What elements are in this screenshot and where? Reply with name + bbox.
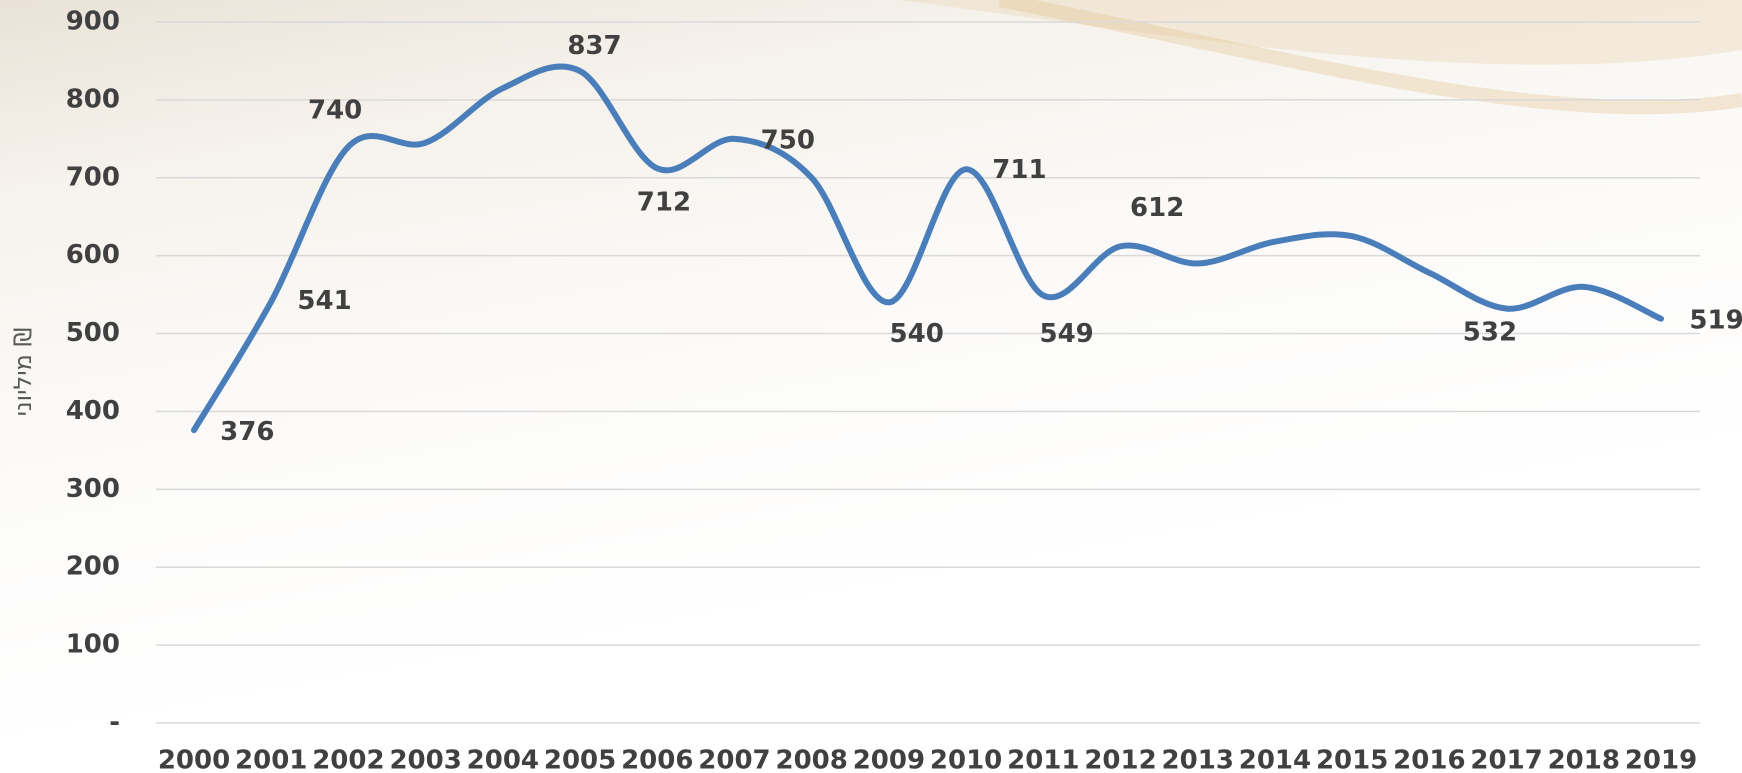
x-tick-label: 2006 xyxy=(621,746,693,773)
data-label: 549 xyxy=(1040,319,1094,349)
x-tick-label: 2004 xyxy=(467,746,539,773)
x-tick-label: 2005 xyxy=(544,746,616,773)
x-tick-label: 2001 xyxy=(235,746,307,773)
data-label: 837 xyxy=(567,31,621,61)
x-tick-label: 2008 xyxy=(775,746,847,773)
y-tick-label: 900 xyxy=(66,7,120,37)
y-tick-label: 800 xyxy=(66,84,120,114)
x-tick-label: 2011 xyxy=(1007,746,1079,773)
data-label: 541 xyxy=(297,286,351,316)
data-label: 740 xyxy=(308,96,362,126)
x-tick-label: 2013 xyxy=(1162,746,1234,773)
data-label: 612 xyxy=(1130,193,1184,223)
y-tick-label: 200 xyxy=(66,552,120,582)
y-tick-label: 100 xyxy=(66,630,120,660)
y-tick-label: - xyxy=(109,708,120,738)
y-tick-label: 500 xyxy=(66,318,120,348)
x-tick-label: 2003 xyxy=(389,746,461,773)
data-label: 711 xyxy=(992,155,1046,185)
y-tick-label: 400 xyxy=(66,396,120,426)
x-tick-label: 2018 xyxy=(1548,746,1620,773)
x-tick-label: 2014 xyxy=(1239,746,1311,773)
x-tick-label: 2007 xyxy=(698,746,770,773)
x-tick-label: 2010 xyxy=(930,746,1002,773)
data-label: 540 xyxy=(890,319,944,349)
x-tick-label: 2002 xyxy=(312,746,384,773)
data-label: 712 xyxy=(637,187,691,217)
data-label: 750 xyxy=(761,126,815,156)
line xyxy=(194,66,1661,430)
x-tick-label: 2015 xyxy=(1316,746,1388,773)
x-tick-label: 2000 xyxy=(158,746,230,773)
y-axis-label: מיליוני ₪ xyxy=(9,328,37,417)
data-label: 519 xyxy=(1689,305,1742,335)
x-tick-label: 2017 xyxy=(1470,746,1542,773)
x-tick-label: 2016 xyxy=(1393,746,1465,773)
y-tick-label: 300 xyxy=(66,474,120,504)
x-tick-label: 2012 xyxy=(1084,746,1156,773)
x-tick-label: 2009 xyxy=(853,746,925,773)
data-label: 376 xyxy=(220,417,274,447)
y-tick-label: 700 xyxy=(66,162,120,192)
data-label: 532 xyxy=(1463,318,1517,348)
chart: מיליוני ₪ - 100 200 300 400 500 600 700 800 900 20… xyxy=(0,0,1742,773)
x-tick-label: 2019 xyxy=(1625,746,1697,773)
y-tick-label: 600 xyxy=(66,240,120,270)
